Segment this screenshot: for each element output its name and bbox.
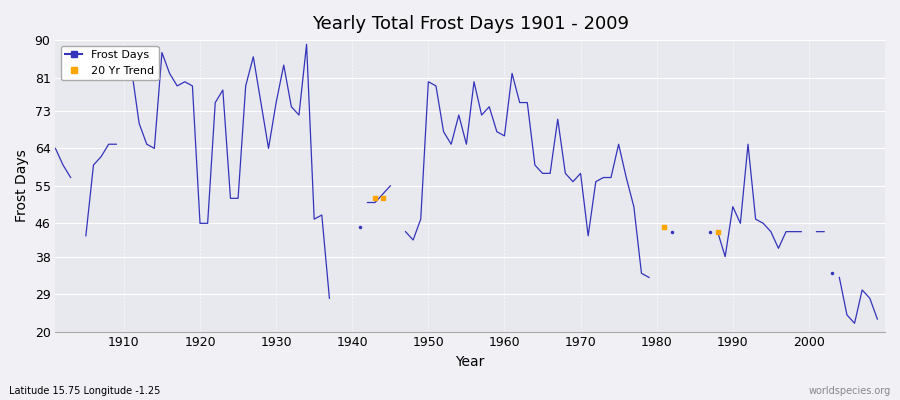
Point [375,195,390,202]
Legend: Frost Days, 20 Yr Trend: Frost Days, 20 Yr Trend [61,46,158,80]
Text: worldspecies.org: worldspecies.org [809,386,891,396]
X-axis label: Year: Year [455,355,485,369]
Title: Yearly Total Frost Days 1901 - 2009: Yearly Total Frost Days 1901 - 2009 [311,15,629,33]
Text: Latitude 15.75 Longitude -1.25: Latitude 15.75 Longitude -1.25 [9,386,160,396]
Point [657,224,671,231]
Y-axis label: Frost Days: Frost Days [15,150,29,222]
Point [710,228,724,235]
Point [368,195,382,202]
